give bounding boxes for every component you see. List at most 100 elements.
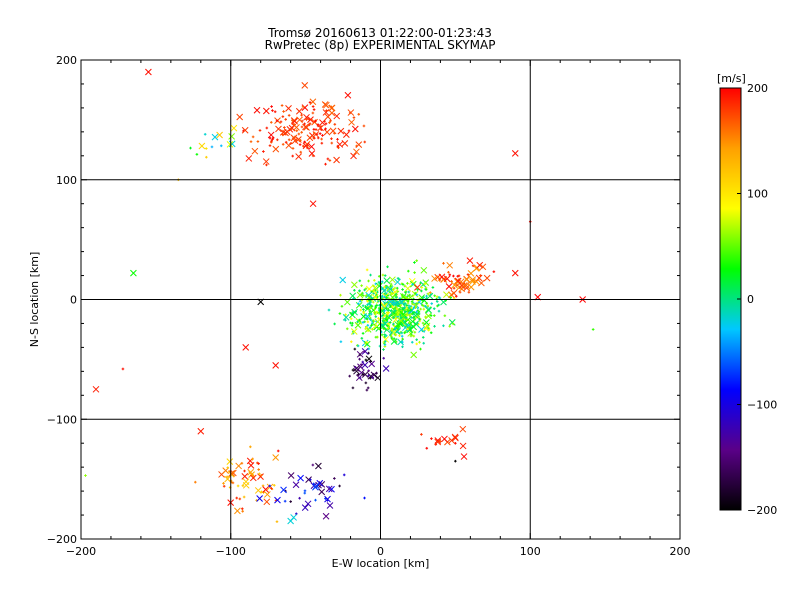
cross-marker bbox=[475, 274, 483, 282]
plus-marker bbox=[328, 159, 332, 162]
plus-marker bbox=[414, 304, 418, 308]
plus-marker bbox=[324, 122, 328, 125]
plus-marker bbox=[314, 498, 317, 502]
cross-marker bbox=[309, 98, 317, 106]
plus-marker bbox=[418, 340, 421, 344]
axis-layer: −200 −100 0 100 200 −200 −100 0 100 200 E-W locati… bbox=[28, 54, 691, 570]
plus-marker bbox=[452, 274, 455, 278]
plus-marker bbox=[367, 351, 370, 355]
plus-marker bbox=[394, 317, 397, 320]
plus-marker bbox=[410, 300, 414, 303]
plus-marker bbox=[338, 312, 342, 315]
plus-marker bbox=[443, 314, 447, 318]
cross-marker bbox=[357, 363, 364, 371]
plus-marker bbox=[492, 270, 496, 274]
plus-marker bbox=[385, 324, 389, 327]
plus-marker bbox=[321, 134, 324, 137]
plus-marker bbox=[231, 481, 235, 485]
plus-marker bbox=[367, 279, 370, 283]
plus-marker bbox=[383, 295, 386, 299]
cross-marker bbox=[92, 385, 100, 393]
plus-marker bbox=[361, 321, 365, 324]
plus-marker bbox=[369, 273, 372, 277]
plus-marker bbox=[349, 321, 352, 325]
plus-marker bbox=[401, 283, 405, 286]
plus-marker bbox=[413, 261, 416, 264]
plus-marker bbox=[382, 327, 386, 330]
plus-marker bbox=[281, 143, 285, 146]
plus-marker bbox=[363, 350, 366, 353]
plus-marker bbox=[358, 357, 361, 361]
plus-marker bbox=[345, 327, 349, 331]
cross-marker bbox=[434, 438, 442, 446]
plus-marker bbox=[375, 310, 378, 314]
cross-marker bbox=[325, 485, 333, 493]
plus-marker bbox=[413, 291, 417, 295]
cross-marker bbox=[400, 292, 407, 300]
plus-marker bbox=[276, 138, 279, 142]
plus-marker bbox=[452, 286, 456, 290]
plus-marker bbox=[407, 290, 411, 294]
cross-marker bbox=[458, 282, 466, 290]
plus-marker bbox=[241, 507, 244, 511]
plus-marker bbox=[363, 320, 366, 324]
plus-marker bbox=[281, 133, 284, 136]
cross-marker bbox=[466, 257, 474, 265]
plus-marker bbox=[300, 113, 303, 117]
plus-marker bbox=[352, 116, 356, 119]
cross-marker bbox=[290, 134, 298, 142]
cross-marker bbox=[353, 365, 360, 372]
plus-marker bbox=[280, 104, 284, 107]
plus-marker bbox=[303, 489, 307, 493]
plus-marker bbox=[422, 307, 426, 311]
cross-marker bbox=[354, 321, 362, 329]
cross-marker bbox=[423, 319, 430, 326]
cross-marker bbox=[287, 472, 295, 479]
cross-marker bbox=[228, 140, 236, 148]
cross-marker bbox=[353, 148, 360, 156]
cross-marker bbox=[323, 128, 331, 136]
plus-marker bbox=[374, 306, 377, 310]
plus-marker bbox=[377, 317, 380, 320]
x-tick-label: −200 bbox=[66, 545, 96, 558]
plus-marker bbox=[403, 313, 407, 316]
cross-marker bbox=[257, 473, 264, 481]
cross-marker bbox=[382, 365, 390, 372]
plus-marker bbox=[399, 303, 403, 307]
cross-marker bbox=[478, 279, 485, 287]
plus-marker bbox=[366, 386, 370, 390]
plus-marker bbox=[449, 296, 452, 299]
cross-marker bbox=[245, 155, 253, 162]
plus-marker bbox=[591, 328, 595, 331]
cross-marker bbox=[251, 147, 259, 155]
plus-marker bbox=[395, 286, 399, 290]
cross-marker bbox=[145, 68, 152, 76]
cross-marker bbox=[318, 481, 326, 488]
plus-marker bbox=[291, 154, 294, 158]
plus-marker bbox=[358, 299, 362, 303]
cross-marker bbox=[348, 118, 355, 126]
plus-marker bbox=[362, 124, 366, 128]
cross-marker bbox=[302, 142, 310, 150]
plus-marker bbox=[242, 495, 246, 499]
plus-marker bbox=[356, 320, 359, 324]
cross-marker bbox=[241, 126, 249, 134]
plus-marker bbox=[427, 292, 430, 296]
plus-marker bbox=[249, 445, 252, 449]
plus-marker bbox=[393, 324, 396, 328]
plus-marker bbox=[349, 317, 353, 321]
plus-marker bbox=[210, 145, 214, 149]
cross-marker bbox=[303, 113, 310, 121]
cross-marker bbox=[394, 278, 401, 286]
cross-marker bbox=[242, 344, 250, 351]
plus-marker bbox=[373, 311, 376, 314]
plus-marker bbox=[438, 439, 442, 443]
cross-marker bbox=[420, 266, 428, 274]
plus-marker bbox=[282, 110, 285, 113]
plus-marker bbox=[381, 273, 385, 277]
cross-marker bbox=[409, 318, 416, 325]
plus-marker bbox=[360, 284, 363, 287]
plus-marker bbox=[447, 270, 450, 274]
plus-marker bbox=[383, 274, 387, 277]
plus-marker bbox=[367, 301, 371, 305]
